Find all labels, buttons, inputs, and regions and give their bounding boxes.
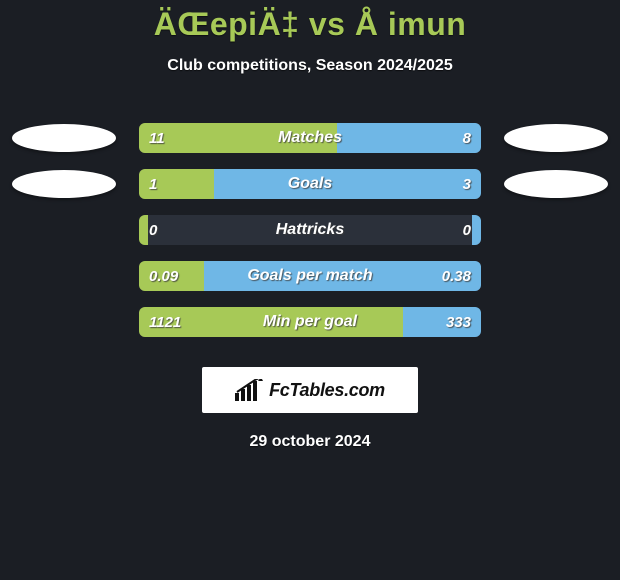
stat-value-left: 0 xyxy=(149,215,157,245)
stat-row: Min per goal1121333 xyxy=(0,299,620,345)
right-logo-slot xyxy=(501,124,611,152)
stat-bar-left-fill xyxy=(139,123,337,153)
stat-bar: Min per goal1121333 xyxy=(139,307,481,337)
site-logo-text: FcTables.com xyxy=(269,380,385,401)
site-logo: FcTables.com xyxy=(202,367,418,413)
stat-row: Hattricks0 0 xyxy=(0,207,620,253)
left-logo-slot xyxy=(9,170,119,198)
page-title: ÄŒepiÄ‡ vs Å imun xyxy=(0,6,620,43)
stat-row: Matches118 xyxy=(0,115,620,161)
stat-bar: Matches118 xyxy=(139,123,481,153)
stat-bar-right-fill xyxy=(214,169,481,199)
comparison-card: ÄŒepiÄ‡ vs Å imun Club competitions, Sea… xyxy=(0,0,620,451)
team-logo-placeholder-right xyxy=(504,124,608,152)
stat-row: Goals13 xyxy=(0,161,620,207)
stat-bar-left-fill xyxy=(139,215,148,245)
stat-bar-left-fill xyxy=(139,169,214,199)
stat-bar-left-fill xyxy=(139,307,403,337)
stat-bar: Hattricks0 0 xyxy=(139,215,481,245)
stat-bar: Goals13 xyxy=(139,169,481,199)
team-logo-placeholder-right xyxy=(504,170,608,198)
team-logo-placeholder-left xyxy=(12,124,116,152)
left-logo-slot xyxy=(9,124,119,152)
page-subtitle: Club competitions, Season 2024/2025 xyxy=(0,57,620,75)
stat-bar-right-fill xyxy=(204,261,481,291)
generated-date: 29 october 2024 xyxy=(0,433,620,451)
stat-bar-right-fill xyxy=(337,123,481,153)
stat-rows: Matches118 Goals13 Hattricks0 0 Goals per ma… xyxy=(0,115,620,345)
stat-row: Goals per match0.090.38 xyxy=(0,253,620,299)
stat-bar-left-fill xyxy=(139,261,204,291)
stat-label: Hattricks xyxy=(139,215,481,245)
team-logo-placeholder-left xyxy=(12,170,116,198)
stat-bar-right-fill xyxy=(403,307,481,337)
right-logo-slot xyxy=(501,170,611,198)
chart-bars-icon xyxy=(235,379,263,401)
stat-value-right: 0 xyxy=(463,215,471,245)
stat-bar: Goals per match0.090.38 xyxy=(139,261,481,291)
stat-bar-right-fill xyxy=(472,215,481,245)
